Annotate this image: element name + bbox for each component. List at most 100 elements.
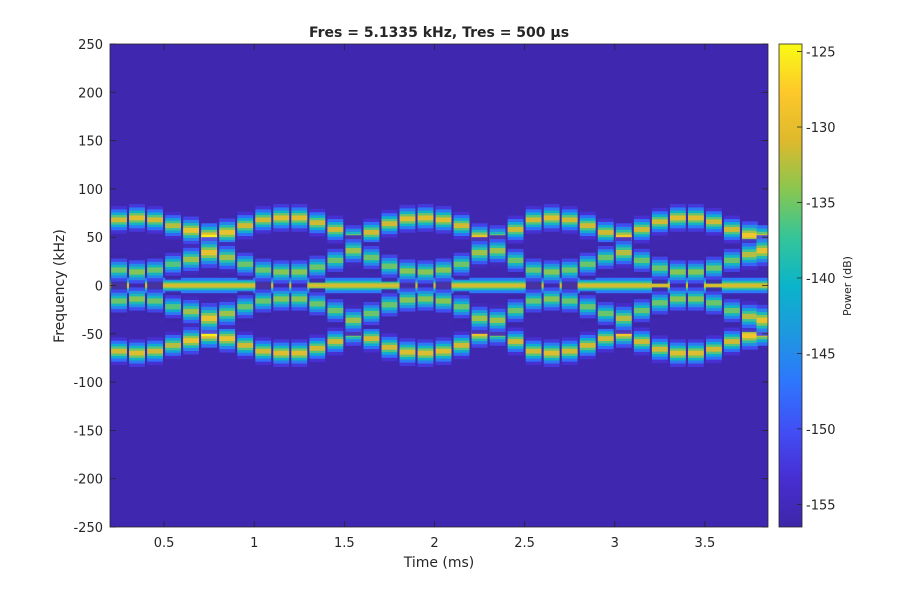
bin-layer: [756, 248, 768, 254]
bin-layer: [507, 257, 524, 264]
sideband-inner-lower: [579, 291, 596, 323]
sideband-inner-lower: [129, 283, 145, 315]
y-tick-label: 100: [78, 183, 103, 198]
sideband-upper: [399, 204, 416, 233]
sideband-inner-upper: [219, 242, 236, 273]
sideband-inner-upper: [129, 256, 145, 288]
bin-layer: [543, 350, 560, 356]
sideband-lower: [651, 335, 668, 364]
sideband-inner-upper: [651, 252, 668, 284]
bin-layer: [543, 215, 560, 221]
sideband-inner-upper: [688, 256, 704, 288]
bin-layer: [597, 310, 614, 317]
bin-layer: [129, 269, 145, 275]
sideband-inner-lower: [543, 283, 560, 315]
colorbar-tick-label: -135: [806, 196, 836, 211]
bin-layer: [273, 215, 290, 221]
sideband-upper: [633, 215, 650, 244]
bin-layer: [561, 348, 578, 354]
sideband-lower: [724, 327, 740, 356]
bin-layer: [706, 219, 722, 225]
bin-layer: [507, 227, 524, 232]
bin-layer: [129, 350, 145, 356]
sideband-inner-lower: [219, 298, 236, 329]
sideband-inner-lower: [669, 283, 686, 315]
sideband-inner-lower: [237, 291, 254, 323]
colorbar-tick-label: -140: [806, 272, 836, 287]
sideband-inner-upper: [399, 255, 416, 287]
sideband-upper: [129, 203, 145, 232]
x-tick-label: 1.5: [334, 536, 355, 551]
bin-layer: [579, 304, 596, 310]
sideband-inner-upper: [561, 254, 578, 286]
sideband-inner-lower: [507, 295, 524, 327]
sideband-upper: [363, 218, 380, 247]
sideband-lower: [417, 339, 434, 368]
sideband-upper: [147, 205, 163, 234]
bin-layer: [417, 350, 434, 356]
y-tick-label: -50: [82, 328, 103, 343]
y-tick-label: 200: [78, 86, 103, 101]
bin-layer: [597, 336, 614, 342]
bin-layer: [309, 220, 326, 226]
sideband-lower: [327, 327, 344, 356]
bin-layer: [633, 339, 650, 344]
sideband-inner-lower: [756, 304, 768, 336]
bin-layer: [417, 269, 434, 275]
bin-layer: [219, 254, 236, 261]
bin-layer: [453, 304, 470, 310]
x-tick-label: 3.5: [695, 536, 716, 551]
bin-layer: [129, 215, 145, 221]
bin-layer: [525, 348, 542, 354]
sideband-inner-lower: [147, 285, 163, 317]
sideband-upper: [507, 215, 524, 244]
sideband-lower: [309, 334, 326, 363]
colorbar-ticks: -155 -150 -145 -140 -135 -130 -125: [797, 46, 836, 513]
y-axis: -250 -200 -150 -100 -50 0 50 100 150 200 250: [73, 38, 768, 536]
bin-layer: [219, 229, 236, 235]
sideband-upper: [706, 207, 722, 236]
bin-layer: [688, 269, 704, 275]
bin-layer: [597, 254, 614, 261]
bin-layer: [651, 346, 668, 352]
sideband-inner-upper: [255, 254, 272, 286]
bin-layer: [706, 300, 722, 306]
sideband-inner-upper: [543, 256, 560, 288]
y-axis-label: Frequency (kHz): [52, 229, 68, 343]
sideband-inner-lower: [345, 304, 362, 336]
bin-layer: [651, 219, 668, 225]
bin-layer: [543, 269, 560, 275]
bin-layer: [633, 307, 650, 314]
sideband-inner-lower: [597, 298, 614, 329]
bin-layer: [255, 267, 272, 273]
sideband-upper: [543, 203, 560, 232]
bin-layer: [363, 229, 380, 235]
bin-layer: [327, 227, 344, 232]
colorbar-tick-label: -125: [806, 46, 836, 61]
sideband-upper: [111, 205, 127, 234]
bin-layer: [453, 223, 470, 228]
bin-layer: [615, 331, 632, 337]
sideband-inner-lower: [273, 283, 290, 315]
sideband-lower: [688, 339, 704, 368]
colorbar-tick-label: -155: [806, 498, 836, 513]
sideband-inner-upper: [507, 244, 524, 276]
y-tick-label: 150: [78, 135, 103, 150]
bin-layer: [651, 265, 668, 271]
bin-layer: [255, 348, 272, 354]
bin-layer: [453, 343, 470, 348]
bin-layer: [669, 215, 686, 221]
sideband-inner-upper: [237, 248, 254, 280]
sideband-inner-upper: [345, 235, 362, 267]
bin-layer: [417, 215, 434, 221]
bin-layer: [273, 269, 290, 275]
sideband-inner-lower: [453, 291, 470, 323]
sideband-lower: [669, 339, 686, 368]
colorbar-tick-label: -150: [806, 423, 836, 438]
bin-layer: [756, 317, 768, 323]
sideband-upper: [724, 215, 740, 244]
bin-layer: [669, 350, 686, 356]
sideband-upper: [453, 211, 470, 240]
bin-layer: [381, 263, 398, 269]
